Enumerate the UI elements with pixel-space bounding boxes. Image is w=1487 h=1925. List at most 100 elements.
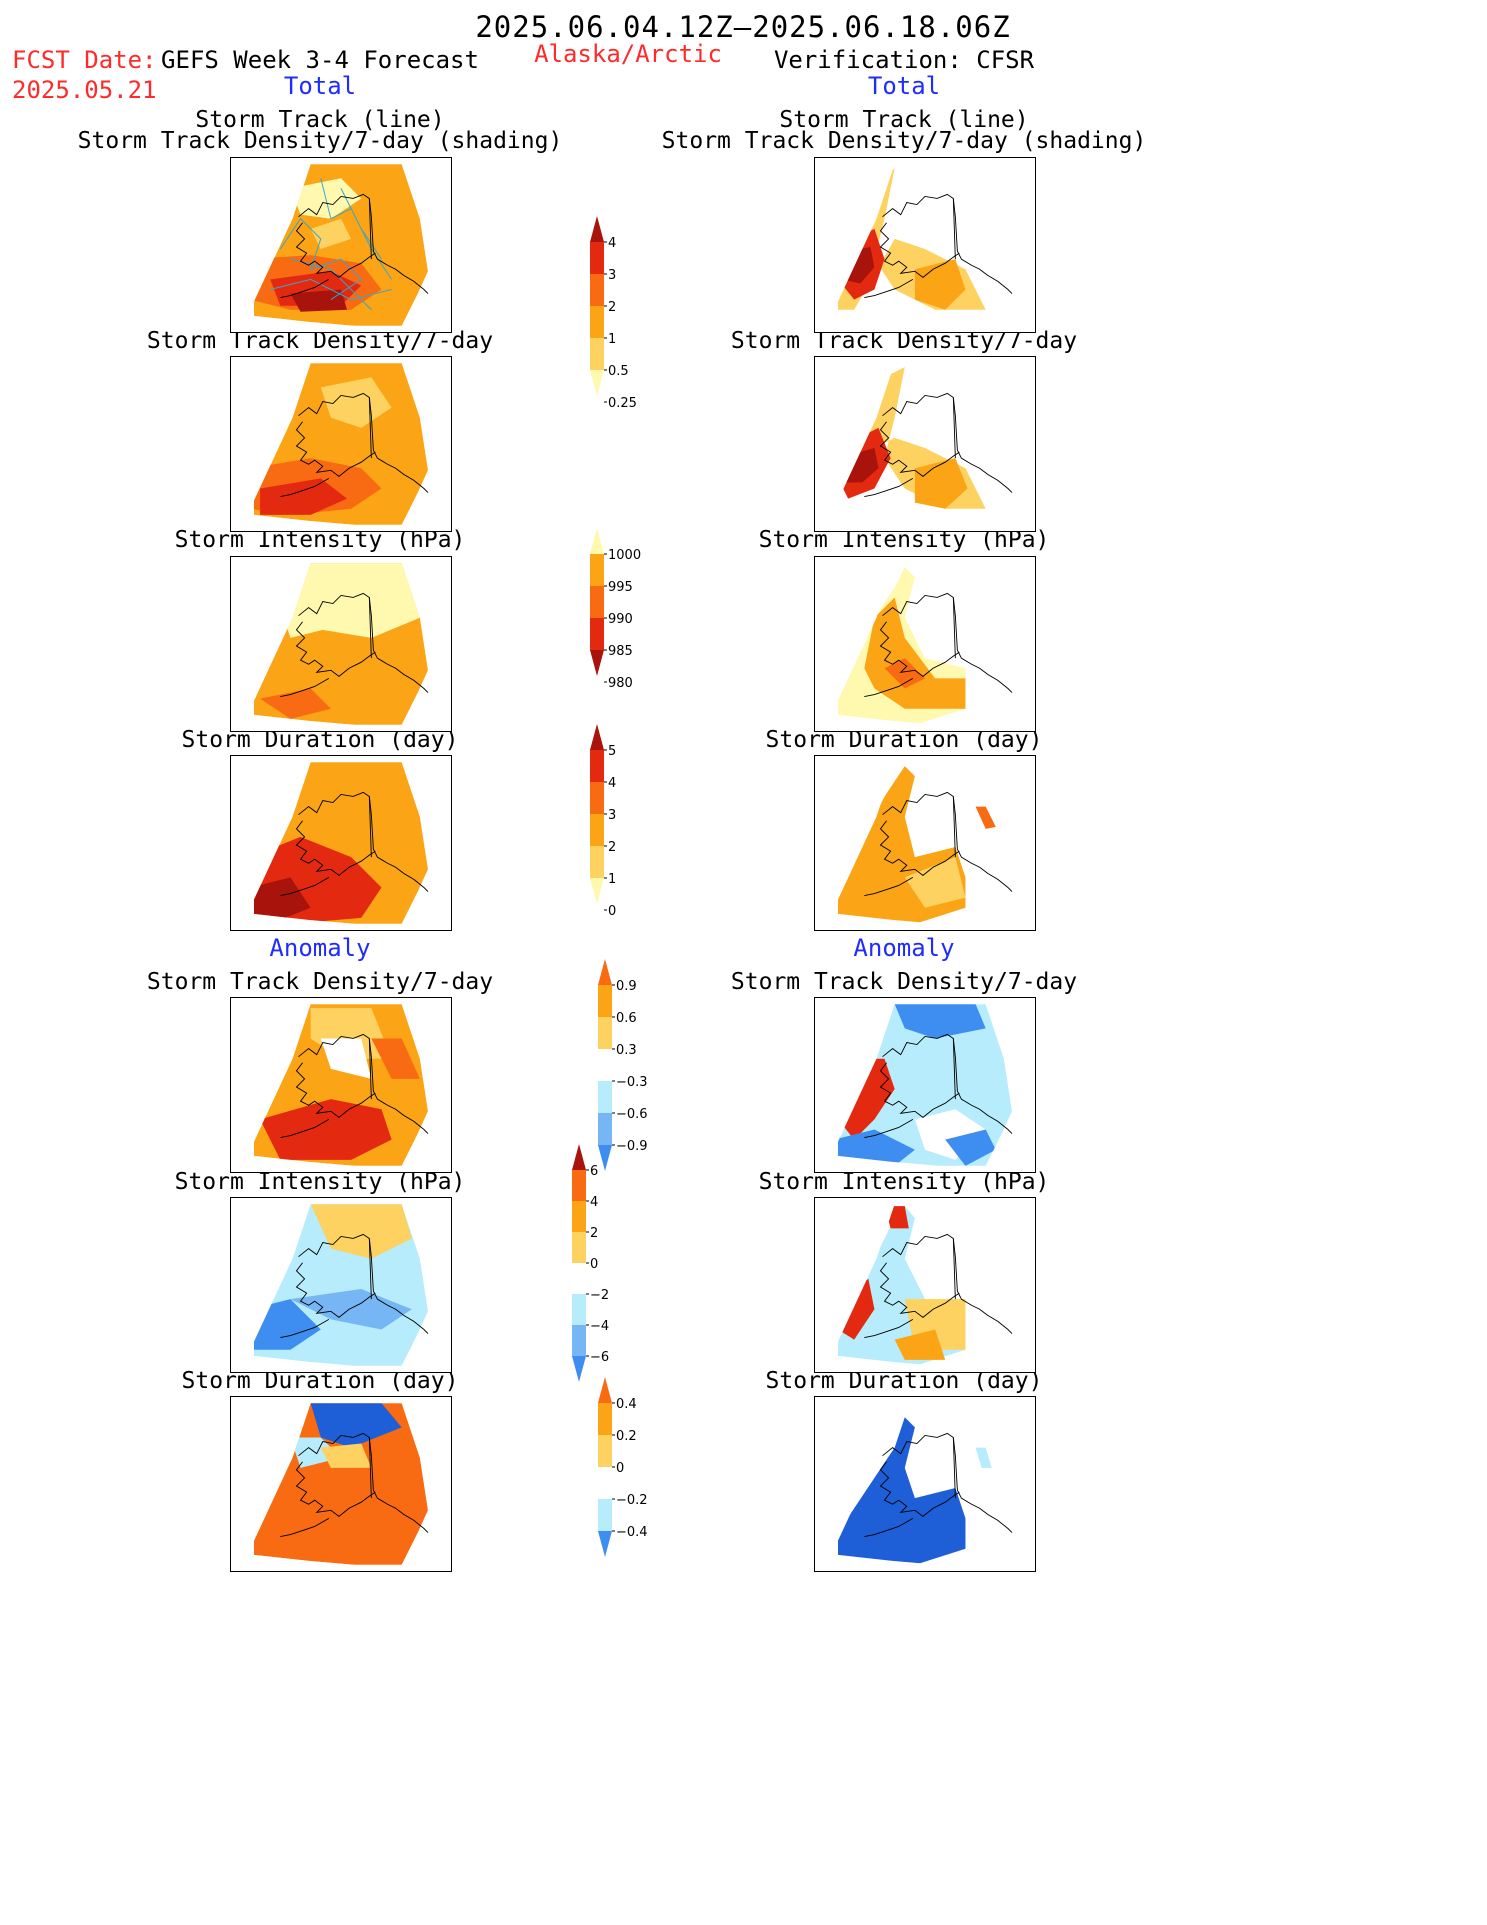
colorbar-segment — [590, 586, 604, 618]
colorbar-tick-label: 0 — [590, 1257, 598, 1272]
coastline — [864, 193, 1013, 299]
colorbar-tip-bottom — [590, 370, 604, 396]
colorbar-duration-anomaly: 0.4 0.2 0 −0.2 −0.4 — [598, 1377, 648, 1557]
shading-region — [914, 259, 966, 310]
colorbar-density-total: 4 3 2 1 0.5 0.25 — [590, 216, 637, 411]
coastline — [864, 791, 1013, 897]
shading-region — [260, 688, 331, 719]
date-range-title: 2025.06.04.12Z–2025.06.18.06Z — [475, 10, 1011, 44]
colorbar-tick-label: −0.9 — [616, 1139, 648, 1154]
colorbar-duration-total: 5 4 3 2 1 0 — [590, 724, 616, 919]
colorbar-segment — [590, 750, 604, 782]
title-track-shading-right: Storm Track Density/7-day (shading) — [661, 128, 1147, 154]
shading-region — [320, 1443, 372, 1468]
colorbar-tip-top — [598, 959, 612, 985]
fcst-date-label: FCST Date: — [12, 46, 157, 74]
shading-region — [260, 478, 348, 515]
country-border — [952, 1437, 956, 1499]
map-track-forecast — [230, 157, 452, 333]
colorbar-tick-label: 0.6 — [616, 1011, 637, 1026]
fcst-date-value: 2025.05.21 — [12, 76, 157, 104]
title-track-line-left: Storm Track (line) — [195, 107, 445, 133]
map-density-anomaly-forecast — [230, 997, 452, 1173]
country-border — [368, 198, 372, 260]
colorbar-segment — [598, 985, 612, 1017]
colorbar-segment — [590, 618, 604, 650]
shading-region — [975, 806, 996, 829]
colorbar-segment — [590, 274, 604, 306]
title-intensity-anom-left: Storm Intensity (hPa) — [174, 1169, 466, 1195]
right-column-title: Verification: CFSR — [773, 46, 1035, 74]
colorbar-segment — [598, 1467, 612, 1499]
shading-region — [371, 1038, 420, 1079]
country-border — [368, 597, 372, 659]
shading-region — [914, 1109, 986, 1160]
country-border — [368, 796, 372, 858]
colorbar-tick-label: 0.25 — [608, 396, 637, 411]
coastline — [280, 1233, 429, 1339]
map-intensity-anomaly-verification — [814, 1197, 1036, 1373]
map-duration-forecast — [230, 755, 452, 931]
shading-region — [290, 1289, 412, 1330]
colorbar-segment — [598, 1017, 612, 1049]
country-border — [952, 198, 956, 260]
colorbar-tick-label: 980 — [608, 676, 633, 691]
colorbar-tick-label: 0.2 — [616, 1429, 637, 1444]
colorbar-tick-label: 1 — [608, 332, 616, 347]
shading-region — [310, 1403, 402, 1448]
shading-region — [838, 1278, 875, 1340]
colorbar-tick-label: −0.2 — [616, 1493, 648, 1508]
colorbar-tick-label: 990 — [608, 612, 633, 627]
map-track-verification — [814, 157, 1036, 333]
colorbar-tick-label: 3 — [608, 268, 616, 283]
colorbar-tip-bottom — [598, 1531, 612, 1557]
colorbar-segment — [590, 242, 604, 274]
shading-region — [914, 458, 968, 509]
shading-region — [838, 1417, 966, 1565]
colorbar-tick-label: 1 — [608, 872, 616, 887]
colorbar-intensity-anomaly: 6 4 2 0 −2 −4 −6 — [572, 1144, 609, 1382]
colorbar-intensity-total: 1000 995 990 985 980 — [590, 528, 641, 691]
shading-region — [975, 1447, 992, 1468]
coastline — [280, 1432, 429, 1538]
colorbar-segment — [572, 1325, 586, 1356]
left-column-title: GEFS Week 3-4 Forecast — [161, 46, 479, 74]
colorbar-tick-label: 4 — [590, 1195, 598, 1210]
colorbar-tick-label: 0 — [608, 904, 616, 919]
shading-region — [260, 1099, 392, 1160]
colorbar-tip-bottom — [590, 650, 604, 676]
colorbar-segment — [590, 306, 604, 338]
storm-track-lines — [270, 178, 393, 311]
title-density-anom-right: Storm Track Density/7-day — [730, 969, 1078, 995]
coastline — [864, 1033, 1013, 1139]
country-border — [368, 1437, 372, 1499]
colorbar-tick-label: 2 — [590, 1226, 598, 1241]
right-total-label: Total — [867, 72, 941, 100]
anomaly-label-right: Anomaly — [853, 934, 955, 962]
colorbar-tick-label: 6 — [590, 1164, 598, 1179]
colorbar-tip-bottom — [590, 878, 604, 904]
colorbar-segment — [572, 1263, 586, 1294]
colorbar-tip-top — [598, 1377, 612, 1403]
colorbar-segment — [590, 782, 604, 814]
colorbar-segment — [590, 846, 604, 878]
coastline — [864, 1432, 1013, 1538]
colorbar-tick-label: 985 — [608, 644, 633, 659]
colorbar-tick-label: −0.4 — [616, 1525, 648, 1540]
colorbar-tick-label: −0.3 — [616, 1075, 648, 1090]
coastline — [280, 193, 429, 299]
shading-region — [894, 1004, 986, 1039]
colorbar-segment — [598, 1081, 612, 1113]
country-border — [368, 397, 372, 459]
country-border — [952, 1038, 956, 1100]
country-border — [952, 796, 956, 858]
colorbar-tick-label: −2 — [590, 1288, 609, 1303]
colorbar-segment — [572, 1170, 586, 1201]
region-label: Alaska/Arctic — [534, 40, 722, 68]
coastline — [280, 1033, 429, 1139]
colorbar-segment — [598, 1113, 612, 1145]
shading-region — [838, 1129, 915, 1166]
colorbar-tick-label: 3 — [608, 808, 616, 823]
colorbar-segment — [598, 1049, 612, 1081]
colorbar-tick-label: 0.5 — [608, 364, 629, 379]
